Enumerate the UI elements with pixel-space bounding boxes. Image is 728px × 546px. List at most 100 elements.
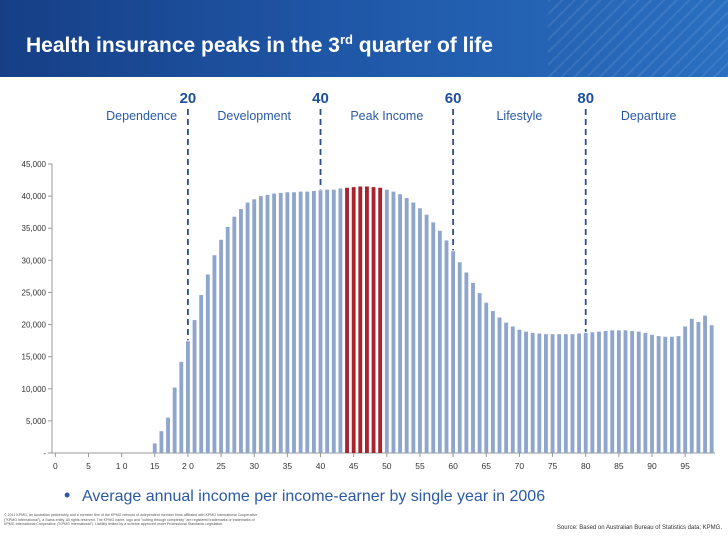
bar-age-60 — [451, 251, 456, 453]
caption-text: Average annual income per income-earner … — [82, 488, 546, 505]
bar-age-91 — [656, 336, 661, 453]
bar-age-64 — [477, 293, 482, 453]
x-tick-label: 55 — [415, 461, 425, 471]
slide-title: Health insurance peaks in the 3rd quarte… — [26, 32, 493, 58]
y-tick-label: 25,000 — [22, 288, 47, 297]
bar-age-53 — [404, 198, 409, 453]
bar-age-68 — [504, 322, 509, 453]
bar-age-47 — [365, 186, 369, 453]
bar-age-85 — [616, 330, 621, 453]
bar-age-39 — [311, 190, 316, 453]
stage-label-dependence: Dependence — [106, 109, 177, 123]
bar-age-80 — [583, 332, 588, 453]
bar-age-34 — [278, 192, 283, 453]
x-tick-label: 95 — [680, 461, 690, 471]
y-tick-label: 30,000 — [22, 256, 47, 265]
bar-age-29 — [245, 202, 250, 453]
x-tick-label: 50 — [382, 461, 392, 471]
bar-age-22 — [199, 295, 204, 453]
bar-age-67 — [497, 317, 502, 453]
bar-age-16 — [159, 431, 164, 453]
y-tick-label: 20,000 — [22, 321, 47, 330]
y-tick-label: 35,000 — [22, 224, 47, 233]
bar-age-73 — [537, 333, 542, 453]
title-banner: Health insurance peaks in the 3rd quarte… — [0, 0, 728, 77]
title-tail: quarter of life — [352, 34, 493, 57]
x-tick-label: 1 0 — [116, 461, 128, 471]
income-by-age-chart: - 5,000 10,000 15,000 20,000 25,000 30,000 35,0… — [22, 90, 715, 471]
bar-age-94 — [676, 336, 681, 453]
bar-age-43 — [338, 188, 343, 453]
stage-label-departure: Departure — [621, 109, 677, 123]
x-tick-label: 75 — [548, 461, 558, 471]
y-tick-label: 45,000 — [22, 160, 47, 169]
copyright-notice: © 2011 KPMG, an Australian partnership a… — [4, 513, 258, 527]
bar-age-17 — [166, 417, 170, 453]
bar-age-57 — [431, 222, 436, 453]
y-tick-label: 15,000 — [22, 353, 47, 362]
bar-age-98 — [703, 315, 707, 453]
x-tick-label: 2 0 — [182, 461, 194, 471]
bar-age-31 — [258, 196, 263, 453]
bar-age-52 — [398, 194, 402, 453]
stage-label-development: Development — [217, 109, 291, 123]
bar-age-28 — [239, 208, 243, 453]
bar-age-26 — [225, 226, 230, 453]
x-tick-label: 85 — [614, 461, 624, 471]
bar-age-24 — [212, 255, 217, 453]
stage-label-peak-income: Peak Income — [350, 109, 423, 123]
bar-age-82 — [597, 331, 601, 453]
bar-age-74 — [544, 334, 548, 453]
bar-age-15 — [152, 443, 157, 453]
bar-age-20 — [185, 341, 190, 453]
bar-age-87 — [630, 330, 635, 453]
bar-age-66 — [490, 311, 495, 453]
bar-age-32 — [265, 194, 270, 453]
bar-age-23 — [205, 274, 210, 453]
x-tick-label: 45 — [349, 461, 359, 471]
x-tick-label: 90 — [647, 461, 657, 471]
x-tick-label: 65 — [482, 461, 492, 471]
banner-pattern — [548, 0, 728, 77]
bar-age-55 — [418, 208, 422, 453]
age-marker-80: 80 — [577, 90, 594, 107]
bar-age-79 — [577, 333, 582, 453]
bar-age-51 — [391, 191, 396, 454]
x-tick-label: 80 — [581, 461, 591, 471]
bar-age-97 — [696, 321, 701, 453]
title-main: Health insurance peaks in the 3 — [26, 34, 340, 57]
bar-age-90 — [650, 334, 654, 453]
bar-age-27 — [232, 216, 237, 453]
x-tick-label: 30 — [249, 461, 259, 471]
bar-age-75 — [550, 334, 555, 453]
bar-age-86 — [623, 330, 628, 453]
bar-age-99 — [709, 325, 714, 453]
bar-age-59 — [444, 240, 449, 453]
bar-age-45 — [351, 187, 356, 453]
y-tick-label: - — [43, 449, 46, 458]
x-tick-label: 15 — [150, 461, 160, 471]
x-tick-label: 40 — [316, 461, 326, 471]
bar-age-69 — [510, 326, 515, 453]
bar-age-92 — [663, 336, 668, 453]
bar-age-62 — [464, 272, 469, 453]
x-tick-label: 25 — [216, 461, 226, 471]
x-tick-label: 0 — [53, 461, 58, 471]
bar-age-36 — [292, 192, 296, 453]
bar-age-61 — [457, 262, 462, 453]
stage-label-lifestyle: Lifestyle — [496, 109, 542, 123]
bar-age-21 — [192, 320, 197, 453]
x-tick-label: 60 — [448, 461, 458, 471]
bar-age-18 — [172, 387, 177, 453]
bar-age-71 — [524, 331, 528, 453]
age-marker-20: 20 — [180, 90, 197, 107]
bar-age-63 — [471, 282, 475, 453]
bar-age-70 — [517, 329, 522, 453]
title-superscript: rd — [339, 32, 353, 47]
bar-age-83 — [603, 330, 608, 453]
bar-age-25 — [219, 239, 223, 453]
y-tick-label: 40,000 — [22, 192, 47, 201]
bar-age-88 — [636, 331, 641, 453]
bar-age-44 — [345, 187, 349, 454]
bar-age-56 — [424, 214, 429, 453]
